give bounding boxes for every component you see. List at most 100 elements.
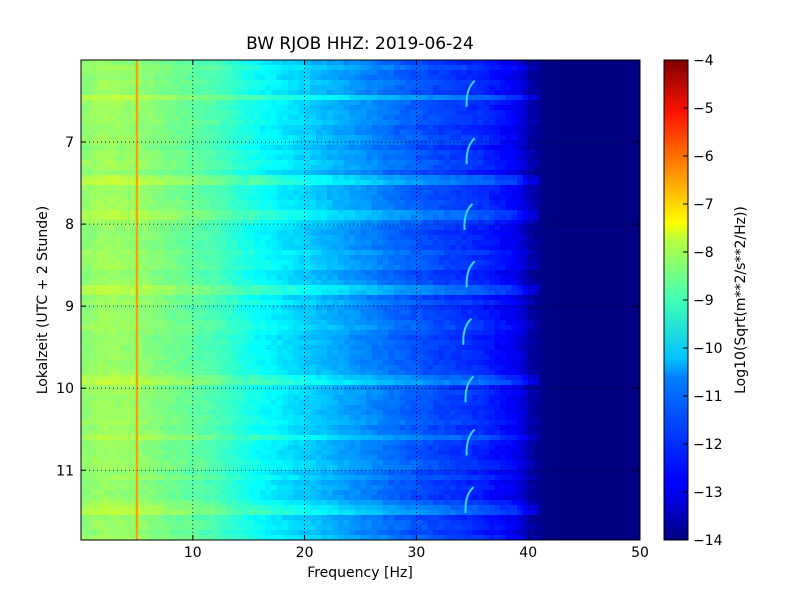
heatmap-cell — [271, 170, 278, 176]
heatmap-cell — [120, 210, 127, 216]
heatmap-cell — [92, 180, 99, 186]
heatmap-cell — [326, 255, 334, 261]
heatmap-cell — [265, 160, 272, 166]
heatmap-cell — [455, 180, 462, 186]
heatmap-cell — [533, 120, 540, 126]
heatmap-cell — [142, 260, 149, 266]
heatmap-cell — [466, 195, 473, 201]
heatmap-cell — [276, 130, 283, 136]
heatmap-cell — [421, 180, 429, 186]
heatmap-cell — [153, 250, 160, 256]
heatmap-cell — [192, 65, 199, 71]
heatmap-cell — [449, 295, 457, 301]
heatmap-cell — [81, 280, 88, 286]
heatmap-cell — [421, 185, 429, 191]
heatmap-cell — [215, 295, 222, 301]
heatmap-cell — [338, 300, 345, 306]
heatmap-cell — [477, 235, 485, 241]
heatmap-cell — [399, 185, 406, 191]
heatmap-cell — [192, 290, 199, 296]
heatmap-cell — [287, 300, 295, 306]
heatmap-cell — [287, 260, 295, 266]
heatmap-cell — [483, 160, 490, 166]
heatmap-cell — [539, 185, 546, 191]
heatmap-cell — [550, 250, 557, 256]
heatmap-cell — [181, 210, 188, 216]
heatmap-cell — [528, 150, 535, 156]
heatmap-cell — [164, 225, 172, 231]
heatmap-cell — [282, 305, 289, 311]
heatmap-cell — [556, 105, 563, 111]
heatmap-cell — [539, 150, 546, 156]
heatmap-cell — [254, 155, 261, 161]
heatmap-cell — [209, 235, 216, 241]
heatmap-cell — [477, 75, 485, 81]
heatmap-cell — [533, 180, 540, 186]
heatmap-cell — [136, 200, 144, 206]
heatmap-cell — [125, 265, 132, 271]
heatmap-cell — [254, 135, 261, 141]
heatmap-cell — [489, 195, 496, 201]
heatmap-cell — [148, 160, 155, 166]
heatmap-cell — [360, 70, 367, 76]
heatmap-cell — [595, 300, 602, 306]
heatmap-cell — [544, 90, 552, 96]
heatmap-cell — [600, 160, 608, 166]
heatmap-cell — [612, 85, 619, 91]
heatmap-cell — [243, 225, 250, 231]
heatmap-cell — [237, 60, 244, 66]
heatmap-cell — [92, 270, 99, 276]
heatmap-cell — [511, 115, 518, 121]
heatmap-cell — [461, 95, 468, 101]
heatmap-cell — [461, 60, 468, 66]
heatmap-cell — [338, 210, 345, 216]
heatmap-cell — [181, 185, 188, 191]
heatmap-cell — [254, 160, 261, 166]
heatmap-cell — [187, 265, 194, 271]
heatmap-cell — [271, 270, 278, 276]
heatmap-cell — [97, 170, 104, 176]
heatmap-cell — [388, 110, 395, 116]
heatmap-cell — [550, 280, 557, 286]
heatmap-cell — [600, 195, 608, 201]
heatmap-cell — [360, 105, 367, 111]
heatmap-cell — [550, 135, 557, 141]
heatmap-cell — [567, 175, 574, 181]
heatmap-cell — [371, 140, 378, 146]
heatmap-cell — [192, 160, 199, 166]
heatmap-cell — [276, 60, 283, 66]
heatmap-cell — [203, 115, 211, 121]
heatmap-cell — [578, 200, 585, 206]
heatmap-cell — [321, 290, 328, 296]
heatmap-cell — [517, 250, 524, 256]
heatmap-cell — [483, 125, 490, 131]
heatmap-cell — [472, 60, 479, 66]
heatmap-cell — [254, 65, 261, 71]
heatmap-cell — [148, 105, 155, 111]
heatmap-cell — [623, 175, 630, 181]
heatmap-cell — [416, 280, 423, 286]
heatmap-cell — [226, 100, 233, 106]
heatmap-cell — [561, 210, 568, 216]
heatmap-cell — [125, 235, 132, 241]
heatmap-cell — [578, 65, 585, 71]
heatmap-cell — [416, 140, 423, 146]
heatmap-cell — [299, 205, 306, 211]
heatmap-cell — [539, 190, 546, 196]
heatmap-cell — [310, 210, 317, 216]
heatmap-cell — [612, 175, 619, 181]
heatmap-cell — [550, 305, 557, 311]
heatmap-cell — [589, 160, 596, 166]
heatmap-cell — [584, 145, 591, 151]
heatmap-cell — [349, 265, 356, 271]
heatmap-cell — [282, 280, 289, 286]
heatmap-cell — [215, 240, 222, 246]
heatmap-cell — [634, 80, 640, 86]
heatmap-cell — [181, 165, 188, 171]
heatmap-cell — [405, 195, 412, 201]
heatmap-cell — [271, 165, 278, 171]
heatmap-cell — [544, 160, 552, 166]
heatmap-cell — [349, 155, 356, 161]
heatmap-cell — [315, 275, 322, 281]
heatmap-cell — [192, 225, 199, 231]
